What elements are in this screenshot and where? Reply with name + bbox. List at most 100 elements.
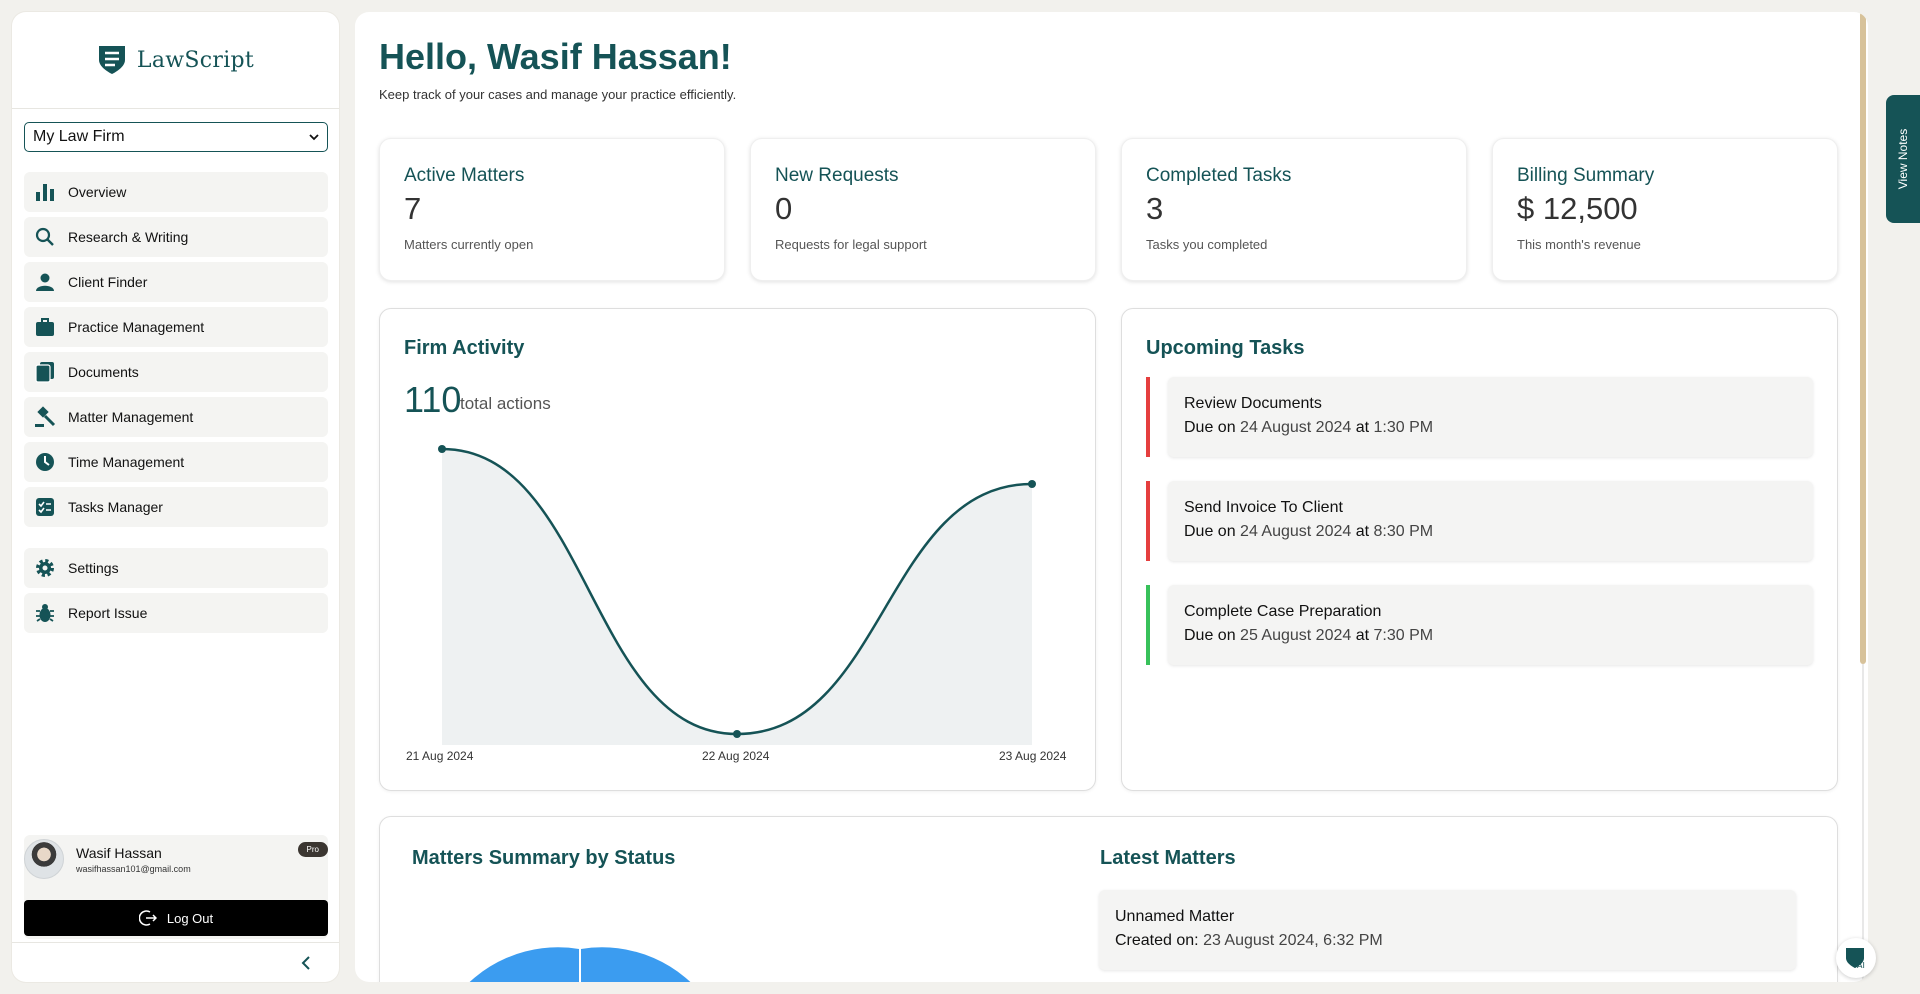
user-name: Wasif Hassan [76, 845, 162, 861]
matter-created: Created on: 23 August 2024, 6:32 PM [1115, 932, 1780, 950]
due-prefix: Due on [1184, 523, 1236, 540]
nav-divider [24, 532, 328, 548]
stat-title: Active Matters [404, 165, 525, 186]
chevron-down-icon [309, 134, 319, 141]
nav-item-label: Overview [68, 184, 127, 200]
created-label: Created on: [1115, 932, 1199, 949]
latest-matters-title: Latest Matters [1100, 847, 1236, 869]
task-due: Due on 24 August 2024 at 8:30 PM [1184, 523, 1797, 541]
panel-title: Upcoming Tasks [1146, 337, 1305, 359]
task-title: Send Invoice To Client [1184, 499, 1343, 516]
gavel-icon [34, 406, 56, 428]
bug-icon [34, 602, 56, 624]
x-tick-label: 23 Aug 2024 [999, 749, 1067, 763]
ai-assistant-button[interactable]: AI [1836, 938, 1876, 978]
task-item[interactable]: Send Invoice To Client Due on 24 August … [1146, 481, 1813, 561]
nav-item-label: Settings [68, 560, 119, 576]
logout-label: Log Out [166, 910, 214, 926]
stat-desc: Requests for legal support [775, 237, 927, 252]
activity-unit: total actions [460, 394, 551, 413]
nav-item-report-issue[interactable]: Report Issue [24, 593, 328, 633]
chevron-left-icon [301, 955, 310, 970]
search-icon [34, 226, 56, 248]
task-at: at [1355, 419, 1370, 436]
nav-item-client-finder[interactable]: Client Finder [24, 262, 328, 302]
scrollbar-thumb[interactable] [1860, 12, 1866, 664]
stat-value: 7 [404, 191, 422, 226]
user-email: wasifhassan101@gmail.com [76, 864, 191, 874]
logo[interactable]: LawScript [12, 12, 339, 109]
nav-item-documents[interactable]: Documents [24, 352, 328, 392]
task-date: 24 August 2024 [1240, 419, 1352, 436]
nav-item-time[interactable]: Time Management [24, 442, 328, 482]
scrollbar-track[interactable] [1862, 664, 1864, 982]
briefcase-icon [34, 316, 56, 338]
collapse-sidebar-button[interactable] [12, 942, 339, 982]
stat-title: Billing Summary [1517, 165, 1655, 186]
data-point [1028, 480, 1036, 488]
nav-item-label: Practice Management [68, 319, 205, 335]
stat-card-billing-summary[interactable]: Billing Summary $ 12,500 This month's re… [1492, 138, 1838, 281]
task-card[interactable]: Complete Case Preparation Due on 25 Augu… [1168, 585, 1813, 665]
due-prefix: Due on [1184, 419, 1236, 436]
stat-title: New Requests [775, 165, 899, 186]
task-card[interactable]: Review Documents Due on 24 August 2024 a… [1168, 377, 1813, 457]
stat-desc: Matters currently open [404, 237, 534, 252]
task-at: at [1355, 627, 1370, 644]
x-tick-label: 22 Aug 2024 [702, 749, 770, 763]
activity-chart [438, 445, 1036, 745]
nav-item-label: Client Finder [68, 274, 148, 290]
stat-desc: Tasks you completed [1146, 237, 1268, 252]
page-title: Hello, Wasif Hassan! [379, 36, 732, 77]
nav-item-matter[interactable]: Matter Management [24, 397, 328, 437]
nav-item-label: Tasks Manager [68, 499, 163, 515]
upcoming-tasks-panel: Upcoming Tasks Review Documents Due on 2… [1121, 308, 1838, 791]
task-date: 25 August 2024 [1240, 627, 1352, 644]
ai-shield-icon: AI [1846, 948, 1865, 970]
logout-icon [138, 910, 157, 926]
task-item[interactable]: Complete Case Preparation Due on 25 Augu… [1146, 585, 1813, 665]
stat-card-completed-tasks[interactable]: Completed Tasks 3 Tasks you completed [1121, 138, 1467, 281]
stat-card-active-matters[interactable]: Active Matters 7 Matters currently open [379, 138, 725, 281]
task-priority-bar [1146, 377, 1150, 457]
task-time: 7:30 PM [1373, 627, 1434, 644]
task-date: 24 August 2024 [1240, 523, 1352, 540]
firm-select-value: My Law Firm [33, 128, 125, 145]
view-notes-tab[interactable]: View Notes [1886, 95, 1920, 223]
shield-logo-icon [98, 46, 125, 74]
bar-chart-icon [34, 181, 56, 203]
stat-title: Completed Tasks [1146, 165, 1292, 186]
avatar[interactable] [24, 839, 64, 879]
stat-card-new-requests[interactable]: New Requests 0 Requests for legal suppor… [750, 138, 1096, 281]
task-at: at [1355, 523, 1370, 540]
nav-item-settings[interactable]: Settings [24, 548, 328, 588]
nav-item-label: Research & Writing [68, 229, 189, 245]
task-item[interactable]: Review Documents Due on 24 August 2024 a… [1146, 377, 1813, 457]
task-card[interactable]: Send Invoice To Client Due on 24 August … [1168, 481, 1813, 561]
nav-item-practice[interactable]: Practice Management [24, 307, 328, 347]
app-name: LawScript [136, 47, 255, 73]
area-fill [442, 449, 1032, 745]
svg-text:AI: AI [1857, 961, 1865, 970]
task-title: Complete Case Preparation [1184, 603, 1382, 620]
matter-title: Unnamed Matter [1115, 908, 1235, 925]
nav-item-label: Matter Management [68, 409, 194, 425]
documents-icon [34, 361, 56, 383]
logout-button[interactable]: Log Out [24, 900, 328, 936]
matter-item[interactable]: Unnamed Matter Created on: 23 August 202… [1099, 890, 1796, 970]
sidebar: LawScript My Law Firm Overview Research … [12, 12, 339, 982]
clock-icon [34, 451, 56, 473]
view-notes-label: View Notes [1896, 128, 1911, 190]
nav-item-label: Documents [68, 364, 139, 380]
firm-select[interactable]: My Law Firm [24, 122, 328, 152]
stat-value: 3 [1146, 191, 1164, 226]
nav-item-overview[interactable]: Overview [24, 172, 328, 212]
data-point [438, 445, 446, 453]
created-date: 23 August 2024, 6:32 PM [1203, 932, 1383, 949]
nav-item-tasks[interactable]: Tasks Manager [24, 487, 328, 527]
x-tick-label: 21 Aug 2024 [406, 749, 474, 763]
nav-item-research[interactable]: Research & Writing [24, 217, 328, 257]
stat-value: 0 [775, 191, 793, 226]
task-priority-bar [1146, 585, 1150, 665]
task-priority-bar [1146, 481, 1150, 561]
